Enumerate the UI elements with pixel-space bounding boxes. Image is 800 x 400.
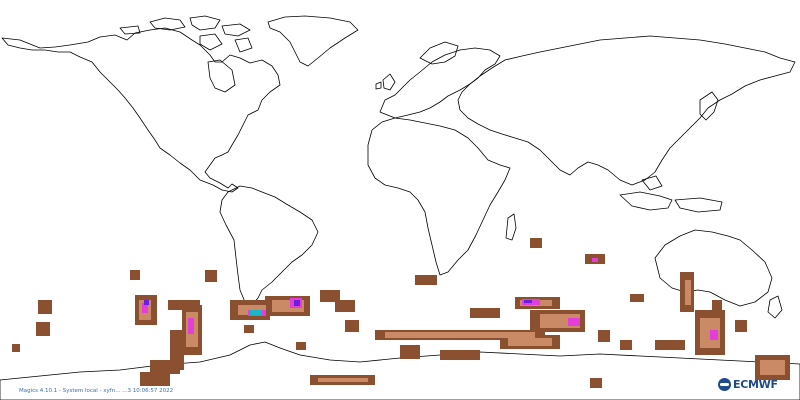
outer-band-patches — [12, 238, 790, 388]
ecmwf-logo: ECMWF — [718, 377, 778, 391]
extreme-patches — [250, 310, 262, 315]
japan-coastline — [699, 91, 719, 121]
africa-coastline — [367, 117, 511, 276]
scandinavia-coastline — [419, 41, 459, 65]
north-america-coastline — [1, 27, 281, 193]
ecmwf-logo-icon — [718, 377, 731, 391]
asia-coastline — [457, 35, 796, 186]
ecmwf-logo-text: ECMWF — [733, 377, 778, 391]
british-isles-coastline — [375, 73, 396, 91]
southeast-asia-islands-coastline — [619, 175, 723, 213]
very-high-patches — [144, 300, 532, 306]
greenland-coastline — [267, 15, 359, 67]
south-america-coastline — [219, 185, 319, 306]
hudson-bay-coastline — [207, 59, 236, 93]
new-zealand-coastline — [767, 295, 783, 319]
field-overlay — [12, 238, 790, 388]
footer-credit: Magics 4.10.1 - System local - xyfn... .… — [19, 388, 174, 394]
europe-coastline — [379, 47, 501, 119]
australia-coastline — [654, 229, 773, 307]
madagascar-coastline — [505, 213, 517, 241]
arctic-islands-coastline — [119, 15, 253, 53]
coastlines — [0, 15, 800, 400]
